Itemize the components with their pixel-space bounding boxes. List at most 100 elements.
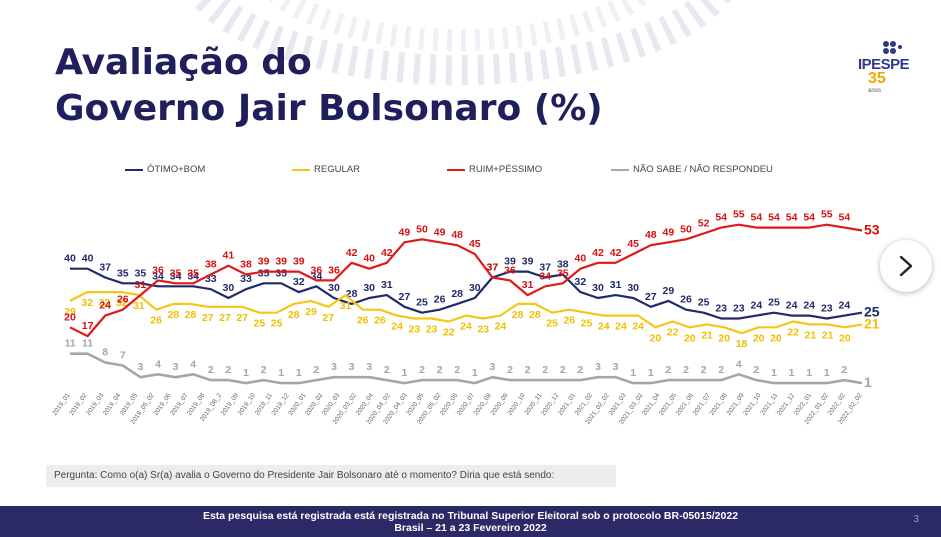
data-label: 30 [363,282,375,294]
data-label: 21 [864,315,880,331]
title-line-1: Avaliação do [55,42,312,83]
data-label: 34 [152,270,164,282]
legend-label: RUIM+PÉSSIMO [469,164,543,175]
data-label: 29 [305,306,317,318]
legend-label: NÃO SABE / NÃO RESPONDEU [633,164,773,175]
data-label: 2 [665,364,671,376]
data-label: 35 [275,267,287,279]
data-label: 2 [683,364,689,376]
data-label: 28 [512,309,524,321]
data-label: 21 [701,329,713,341]
series-line-2 [69,223,863,338]
chart-legend: ÓTIMO+BOM REGULAR RUIM+PÉSSIMO NÃO SABE … [125,164,885,180]
data-label: 3 [613,361,619,373]
data-label: 3 [366,361,372,373]
legend-item-otimo-bom: ÓTIMO+BOM [125,164,205,175]
data-label: 23 [821,303,833,315]
data-label: 23 [426,324,438,336]
data-label: 23 [477,324,489,336]
data-label: 2 [507,364,513,376]
data-label: 50 [416,223,428,235]
data-label: 35 [117,267,129,279]
data-label: 32 [116,297,128,309]
data-label: 24 [786,300,798,312]
data-label: 42 [381,247,393,259]
data-label: 26 [563,315,575,327]
legend-item-ruim-pessimo: RUIM+PÉSSIMO [447,164,542,175]
data-label: 35 [170,267,182,279]
data-label: 1 [824,367,830,379]
data-label: 38 [205,259,217,271]
data-label: 24 [460,321,472,333]
data-label: 1 [243,367,249,379]
data-label: 39 [522,256,534,268]
data-label: 26 [150,315,162,327]
data-label: 31 [610,279,622,291]
data-label: 31 [133,300,145,312]
data-label: 49 [434,226,446,238]
data-label: 30 [627,282,639,294]
data-label: 33 [205,273,217,285]
data-label: 36 [328,264,340,276]
legend-swatch [447,168,465,171]
data-label: 2 [525,364,531,376]
data-label: 3 [173,361,179,373]
data-label: 26 [374,315,386,327]
data-label: 23 [715,303,727,315]
data-label: 30 [592,282,604,294]
data-label: 2 [225,364,231,376]
data-label: 54 [768,212,780,224]
legend-item-regular: REGULAR [292,164,360,175]
legend-label: REGULAR [314,164,360,175]
data-label: 2 [208,364,214,376]
data-label: 1 [789,367,795,379]
data-label: 40 [82,253,94,265]
data-label: 28 [288,309,300,321]
data-label: 35 [258,267,270,279]
data-label: 25 [581,318,593,330]
data-label: 1 [771,367,777,379]
data-label: 25 [271,318,283,330]
data-label: 28 [167,309,179,321]
next-slide-button[interactable] [880,240,932,292]
series-line-0 [70,267,863,320]
data-label: 53 [864,222,880,238]
data-label: 4 [736,358,742,370]
data-label: 2 [454,364,460,376]
data-label: 48 [451,229,463,241]
data-label: 34 [311,270,323,282]
data-label: 3 [137,361,143,373]
evaluation-line-chart: 2019_012019_022019_032019_042019_052019_… [51,209,880,426]
logo-text: IPESPE [858,56,910,73]
title-line-2: Governo Jair Bolsonaro (%) [55,88,603,129]
data-label: 37 [99,261,111,273]
data-label: 54 [751,212,763,224]
data-label: 26 [434,294,446,306]
data-label: 1 [401,367,407,379]
data-label: 55 [733,209,745,221]
data-label: 36 [311,264,323,276]
data-label: 25 [416,297,428,309]
data-label: 39 [293,256,305,268]
logo-sub: anos [868,88,882,94]
data-label: 32 [575,276,587,288]
data-label: 37 [539,261,551,273]
data-label: 25 [546,318,558,330]
data-label: 1 [472,367,478,379]
data-label: 39 [258,256,270,268]
data-label: 3 [331,361,337,373]
data-label: 28 [529,309,541,321]
data-label: 32 [293,276,305,288]
data-label: 17 [82,320,94,332]
legend-label: ÓTIMO+BOM [147,164,206,175]
legend-swatch [292,168,310,171]
data-label: 39 [504,256,516,268]
logo-number: 35 [868,70,886,87]
data-label: 1 [278,367,284,379]
data-label: 27 [236,312,248,324]
data-label: 39 [275,256,287,268]
data-label: 24 [751,300,763,312]
data-label: 24 [632,321,644,333]
data-label: 40 [64,253,76,265]
data-label: 1 [806,367,812,379]
